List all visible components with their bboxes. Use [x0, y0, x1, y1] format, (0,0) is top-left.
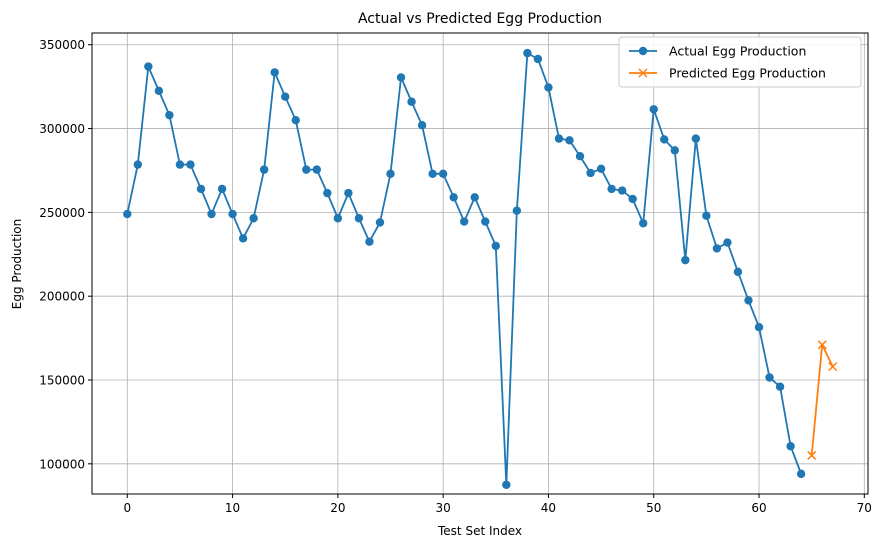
data-point [460, 217, 469, 226]
data-point [596, 164, 606, 173]
data-point [565, 136, 574, 145]
data-point [491, 241, 500, 251]
data-point [312, 165, 321, 174]
x-tick-label: 10 [225, 501, 240, 515]
data-point [828, 362, 838, 372]
data-point [670, 146, 679, 155]
legend: Actual Egg Production Predicted Egg Prod… [618, 36, 862, 88]
y-tick-label: 350000 [39, 38, 85, 52]
data-point [649, 105, 658, 114]
data-point [438, 169, 448, 179]
data-point [470, 193, 479, 202]
plot-series [123, 48, 838, 489]
data-point [617, 186, 627, 195]
data-point [175, 160, 185, 169]
data-point [554, 134, 564, 143]
y-tick-label: 100000 [39, 457, 85, 471]
x-axis-label: Test Set Index [437, 524, 522, 538]
data-point [523, 48, 532, 58]
data-point [354, 214, 364, 223]
series-actual [123, 48, 806, 489]
data-point [796, 469, 806, 479]
x-tick-label: 50 [646, 501, 661, 515]
data-point [502, 480, 511, 489]
x-tick-label: 0 [123, 501, 131, 515]
data-point [660, 135, 669, 144]
chart-title: Actual vs Predicted Egg Production [358, 11, 602, 27]
data-point [765, 373, 774, 382]
data-point [575, 152, 585, 161]
legend-predicted-marker [638, 68, 648, 78]
data-point [754, 323, 764, 332]
data-point [238, 234, 248, 243]
data-point [217, 184, 227, 194]
data-point [449, 193, 458, 202]
data-point [723, 238, 732, 247]
data-point [228, 209, 237, 219]
data-point [186, 160, 195, 169]
data-point [270, 68, 279, 77]
data-point [733, 267, 743, 277]
data-point [786, 442, 795, 451]
x-tick-label: 40 [541, 501, 556, 515]
data-point [144, 62, 153, 71]
data-point [154, 86, 164, 96]
data-point [396, 73, 406, 82]
data-point [259, 165, 269, 174]
legend-box [618, 36, 862, 88]
data-point [691, 134, 701, 143]
data-point [512, 206, 522, 215]
x-tick-label: 60 [751, 501, 766, 515]
data-point [712, 244, 722, 253]
data-point [375, 218, 385, 227]
data-point [196, 184, 206, 194]
data-point [344, 188, 353, 198]
data-point [681, 255, 690, 265]
data-point [417, 121, 427, 130]
x-tick-label: 30 [436, 501, 451, 515]
y-axis-label: Egg Production [10, 219, 24, 309]
data-point [744, 296, 753, 305]
data-point [133, 160, 143, 169]
data-point [207, 209, 216, 219]
data-point [123, 209, 132, 219]
data-point [333, 214, 343, 223]
data-point [281, 92, 290, 101]
x-axis-ticks: 0 10 20 30 40 50 60 70 [123, 494, 872, 515]
data-point [302, 165, 311, 174]
data-point [481, 217, 490, 226]
data-point [807, 450, 817, 460]
data-point [639, 219, 648, 228]
y-axis-ticks: 100000 150000 200000 250000 300000 350000 [39, 38, 92, 471]
y-tick-label: 300000 [39, 122, 85, 136]
y-tick-label: 150000 [39, 374, 85, 388]
y-tick-label: 200000 [39, 290, 85, 304]
legend-predicted-label: Predicted Egg Production [669, 66, 826, 81]
data-point [817, 340, 827, 350]
data-point [386, 169, 395, 179]
data-point [428, 169, 437, 179]
data-point [365, 237, 374, 246]
series-predicted [807, 340, 838, 460]
data-point [586, 168, 595, 178]
data-point [544, 83, 553, 92]
plot-area-frame [91, 32, 869, 495]
x-tick-label: 20 [330, 501, 345, 515]
data-point [775, 382, 785, 391]
data-point [533, 54, 543, 64]
x-tick-label: 70 [857, 501, 872, 515]
grid-lines [92, 33, 868, 494]
data-point [628, 194, 637, 204]
data-point [323, 188, 332, 198]
y-tick-label: 250000 [39, 206, 85, 220]
data-point [407, 97, 416, 106]
legend-actual-marker [638, 46, 648, 56]
data-point [165, 110, 174, 120]
legend-actual-label: Actual Egg Production [669, 44, 806, 59]
data-point [607, 184, 616, 194]
data-point [702, 211, 711, 220]
data-point [291, 115, 300, 125]
data-point [249, 214, 258, 223]
